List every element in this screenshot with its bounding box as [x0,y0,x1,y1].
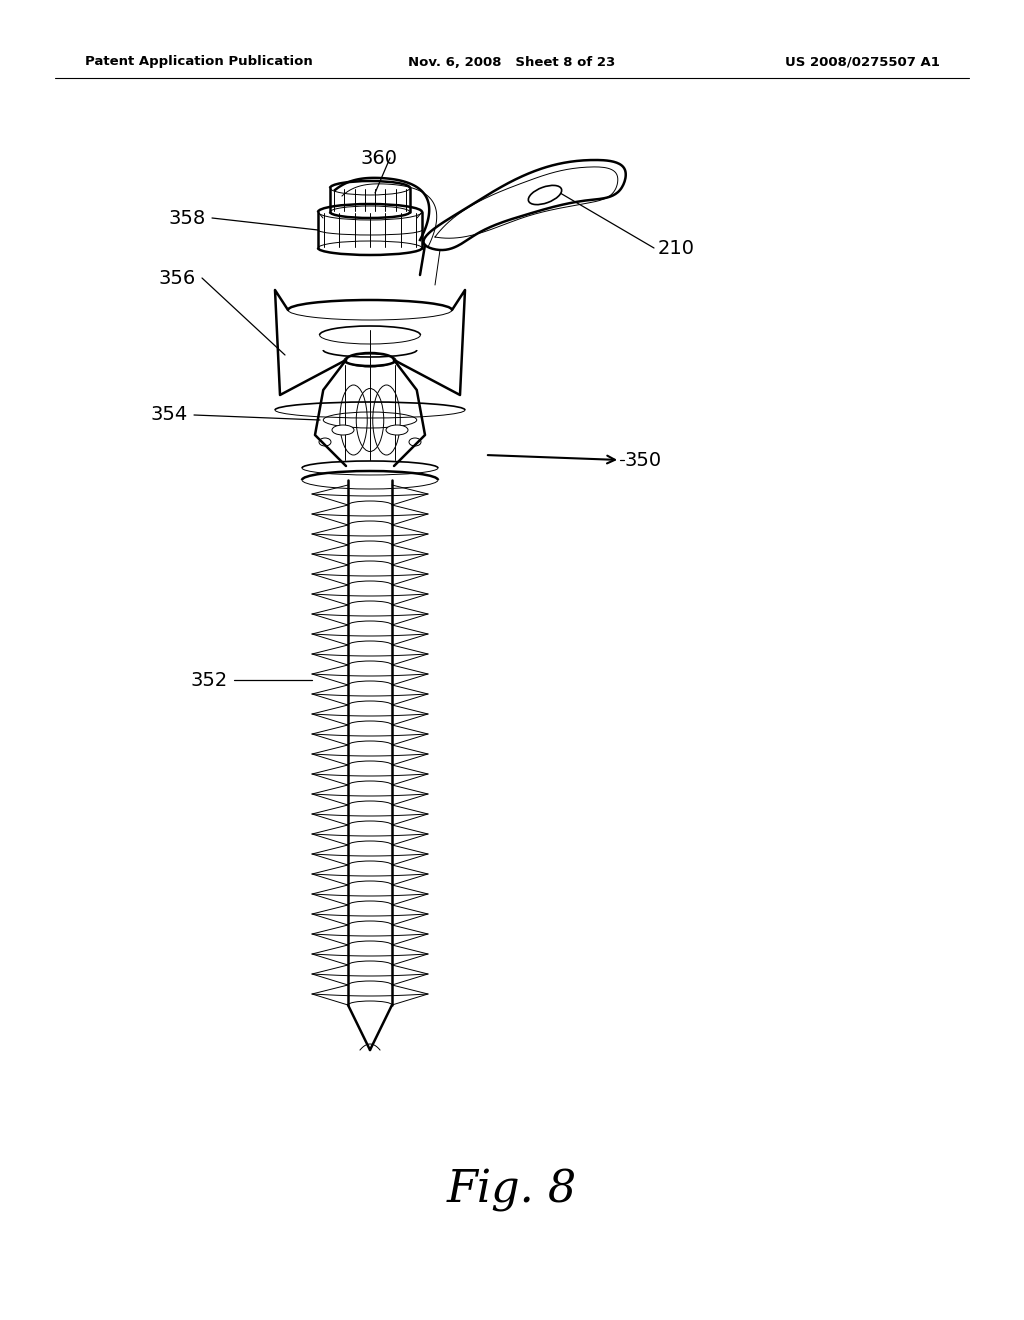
Text: 354: 354 [150,405,187,425]
Text: 352: 352 [190,671,227,689]
Text: 356: 356 [158,268,196,288]
Text: Fig. 8: Fig. 8 [446,1168,578,1212]
Text: 358: 358 [168,209,205,227]
Text: 210: 210 [658,239,695,257]
Text: Nov. 6, 2008   Sheet 8 of 23: Nov. 6, 2008 Sheet 8 of 23 [409,55,615,69]
Text: 360: 360 [360,149,397,168]
Ellipse shape [528,185,562,205]
Ellipse shape [386,425,408,436]
Text: US 2008/0275507 A1: US 2008/0275507 A1 [785,55,940,69]
Ellipse shape [332,425,354,436]
Text: 350: 350 [624,450,662,470]
Text: Patent Application Publication: Patent Application Publication [85,55,312,69]
